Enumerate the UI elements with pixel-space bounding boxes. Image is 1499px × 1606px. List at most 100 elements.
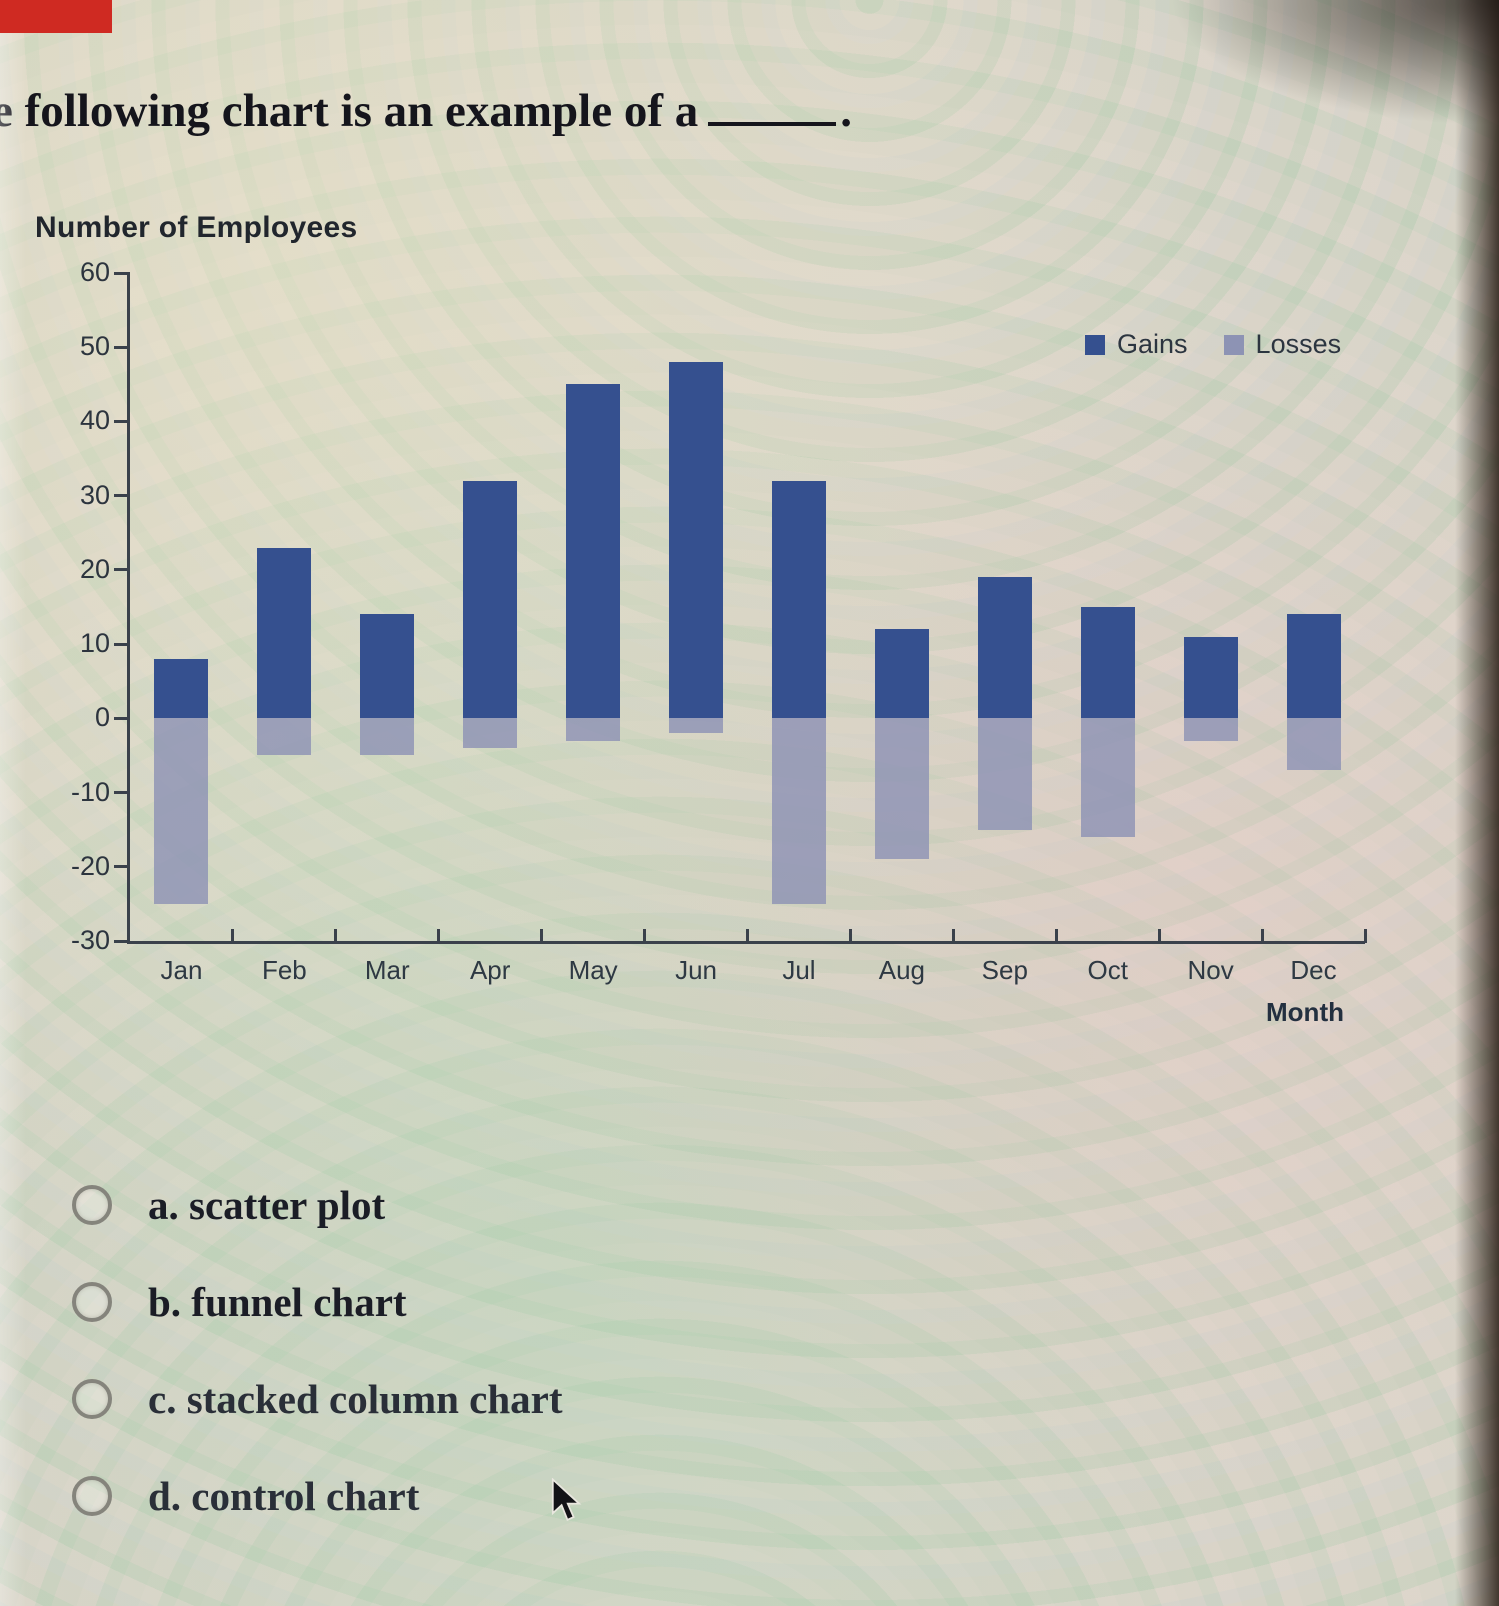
answer-options: a. scatter plot b. funnel chart c. stack… [72, 1182, 563, 1570]
x-tick-mark [437, 929, 441, 943]
gains-bar [566, 384, 621, 719]
x-tick-label: Aug [878, 955, 925, 985]
gains-bar [257, 547, 312, 719]
x-axis-title: Month [1266, 997, 1344, 1027]
losses-bar [463, 718, 518, 749]
x-tick-label: Nov [1187, 955, 1234, 985]
option-b[interactable]: b. funnel chart [72, 1279, 563, 1325]
question-cutoff-char: e [0, 85, 13, 137]
y-tick-mark [114, 939, 130, 943]
chart-legend: Gains Losses [1085, 329, 1341, 360]
x-tick-label: Jul [782, 955, 816, 985]
x-tick-mark [643, 929, 647, 943]
photo-corner-shadow [1159, 0, 1499, 130]
losses-bar [154, 718, 209, 904]
y-tick-mark [114, 494, 130, 498]
radio-c[interactable] [72, 1379, 112, 1419]
losses-bar [1286, 718, 1341, 771]
y-tick-mark [114, 271, 130, 275]
x-tick-label: Jun [675, 955, 717, 985]
losses-bar [874, 718, 929, 860]
losses-bar [771, 718, 826, 904]
option-a-label: a. scatter plot [148, 1182, 386, 1228]
gains-bar [669, 362, 724, 719]
x-tick-label: Oct [1087, 955, 1128, 985]
losses-bar [360, 718, 415, 756]
y-tick-mark [114, 865, 130, 869]
gains-bar [1080, 607, 1135, 719]
legend-label: Gains [1117, 329, 1188, 359]
x-tick-mark [1157, 929, 1161, 943]
option-d-label: d. control chart [148, 1473, 420, 1519]
x-tick-mark [231, 929, 235, 943]
y-tick-label: -10 [70, 776, 110, 807]
red-marker [0, 0, 112, 33]
cursor-icon [548, 1477, 584, 1527]
y-tick-mark [114, 419, 130, 423]
y-tick-mark [114, 642, 130, 646]
y-tick-label: 50 [79, 331, 110, 362]
option-a[interactable]: a. scatter plot [72, 1182, 563, 1228]
option-d[interactable]: d. control chart [72, 1473, 563, 1519]
radio-b[interactable] [72, 1282, 112, 1322]
losses-bar [977, 718, 1032, 830]
y-tick-label: 0 [94, 702, 110, 733]
x-tick-mark [1363, 929, 1367, 943]
photo-right-edge [1455, 0, 1499, 1606]
question-blank [708, 122, 837, 126]
photo-left-edge [0, 0, 26, 1606]
option-b-label: b. funnel chart [148, 1279, 407, 1325]
y-axis [127, 273, 130, 944]
legend-swatch-icon [1223, 334, 1244, 355]
gains-bar [1286, 614, 1341, 719]
y-tick-label: 10 [79, 628, 110, 659]
employee-stacked-column-chart: Number of Employees Gains Losses 60 50 40 30… [30, 205, 1440, 1085]
y-tick-mark [114, 791, 130, 795]
question-body: following chart is an example of a [24, 85, 699, 137]
losses-bar [669, 718, 724, 734]
question-period: . [840, 85, 853, 137]
x-tick-mark [746, 929, 749, 943]
x-tick-mark [540, 929, 544, 943]
gains-bar [463, 480, 518, 719]
x-tick-mark [1054, 929, 1058, 943]
y-tick-mark [114, 345, 130, 349]
legend-swatch-icon [1085, 334, 1105, 355]
gains-bar [154, 658, 209, 719]
y-tick-label: 30 [79, 479, 110, 510]
option-c[interactable]: c. stacked column chart [72, 1376, 563, 1422]
losses-bar [1080, 718, 1135, 838]
radio-a[interactable] [72, 1185, 112, 1225]
legend-label: Losses [1255, 329, 1342, 359]
legend-item-losses: Losses [1223, 329, 1342, 360]
losses-bar [1183, 718, 1238, 741]
y-tick-label: 20 [79, 553, 110, 584]
x-tick-mark [951, 929, 955, 943]
y-tick-label: -20 [70, 850, 110, 881]
question-text: e following chart is an example of a. [0, 84, 853, 138]
gains-bar [1183, 636, 1238, 719]
x-tick-label: Sep [981, 955, 1028, 985]
gains-bar [977, 577, 1032, 719]
legend-item-gains: Gains [1085, 329, 1188, 360]
y-tick-mark [114, 716, 130, 720]
x-tick-label: Mar [364, 955, 410, 985]
x-tick-label: Apr [469, 955, 511, 985]
y-tick-label: 60 [79, 257, 110, 287]
x-tick-label: Dec [1290, 955, 1337, 985]
gains-bar [771, 480, 826, 719]
x-tick-label: Jan [160, 955, 203, 985]
losses-bar [566, 718, 621, 741]
chart-title: Number of Employees [35, 211, 358, 244]
radio-d[interactable] [72, 1476, 112, 1516]
y-tick-mark [114, 568, 130, 572]
losses-bar [257, 718, 312, 756]
y-tick-label: -30 [70, 925, 110, 955]
x-tick-label: May [568, 955, 618, 985]
x-tick-mark [1260, 929, 1264, 943]
y-tick-label: 40 [79, 405, 110, 436]
gains-bar [874, 629, 929, 719]
x-tick-label: Feb [261, 955, 307, 985]
x-tick-mark [334, 929, 338, 943]
x-tick-mark [848, 929, 852, 943]
